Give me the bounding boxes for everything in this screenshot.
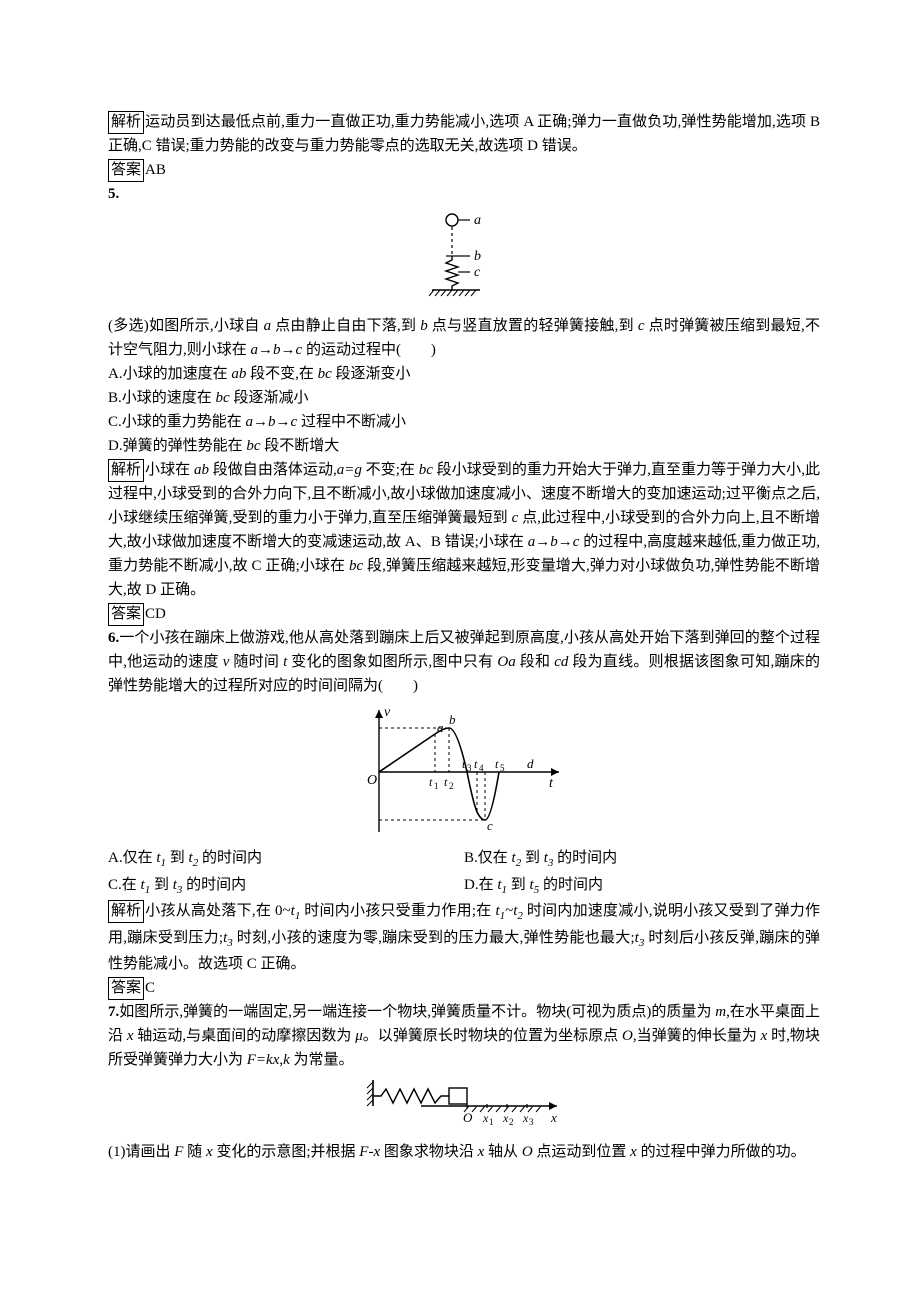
jiexi-label: 解析 [108, 900, 144, 923]
q6-answer: 答案C [108, 976, 820, 1000]
q4-answer: 答案AB [108, 158, 820, 182]
jiexi-label: 解析 [108, 459, 144, 482]
ball-icon [446, 214, 458, 226]
label-c: c [487, 818, 493, 833]
q7-svg: O x 1 x 2 x 3 x [359, 1076, 569, 1136]
label-x1: x [482, 1111, 489, 1125]
x-arrow-icon [549, 1102, 557, 1110]
seg-Oa [379, 734, 435, 772]
label-b: b [449, 712, 456, 727]
q6-choice-b: B.仅在 t2 到 t3 的时间内 [464, 846, 820, 873]
label-t: t [549, 776, 554, 791]
label-x3s: 3 [529, 1117, 534, 1127]
q7-figure: O x 1 x 2 x 3 x [108, 1076, 820, 1136]
lab-t2s: 2 [449, 781, 454, 791]
q5-choice-b: B.小球的速度在 bc 段逐渐减小 [108, 386, 820, 410]
wall-hatch [367, 1082, 373, 1106]
label-x2: x [502, 1111, 509, 1125]
q4-jiexi-text: 运动员到达最低点前,重力一直做正功,重力势能减小,选项 A 正确;弹力一直做负功… [108, 114, 820, 154]
q4-answer-text: AB [145, 162, 166, 178]
q5-answer-text: CD [145, 606, 166, 622]
page: 解析运动员到达最低点前,重力一直做正功,重力势能减小,选项 A 正确;弹力一直做… [0, 0, 920, 1302]
q6-choice-c: C.在 t1 到 t3 的时间内 [108, 873, 464, 900]
q5-svg: a b c [424, 210, 504, 310]
block-icon [449, 1088, 467, 1104]
lab-t3s: 3 [467, 763, 472, 773]
lab-t1s: 1 [434, 781, 439, 791]
q6-stem: 6.一个小孩在蹦床上做游戏,他从高处落到蹦床上后又被弹起到原高度,小孩从高处开始… [108, 626, 820, 698]
ground-hatch [429, 290, 476, 296]
q7-part1: (1)请画出 F 随 x 变化的示意图;并根据 F-x 图象求物块沿 x 轴从 … [108, 1140, 820, 1164]
q5-choice-c: C.小球的重力势能在 a→b→c 过程中不断减小 [108, 410, 820, 434]
label-O: O [463, 1110, 473, 1125]
q7-number: 7. [108, 1004, 119, 1020]
label-x: x [550, 1110, 557, 1125]
label-v: v [384, 705, 391, 720]
q6-choice-a: A.仅在 t1 到 t2 的时间内 [108, 846, 464, 873]
lab-t2: t [444, 775, 448, 789]
q7-stem: 7.如图所示,弹簧的一端固定,另一端连接一个物块,弹簧质量不计。物块(可视为质点… [108, 1000, 820, 1072]
label-c: c [474, 265, 481, 280]
label-O: O [367, 773, 377, 788]
label-a: a [437, 720, 444, 735]
label-a: a [474, 213, 481, 228]
q6-answer-text: C [145, 980, 155, 996]
q5-stem: (多选)如图所示,小球自 a 点由静止自由下落,到 b 点与竖直放置的轻弹簧接触… [108, 314, 820, 362]
seg-down-c [467, 772, 499, 820]
q4-jiexi: 解析运动员到达最低点前,重力一直做正功,重力势能减小,选项 A 正确;弹力一直做… [108, 110, 820, 158]
label-b: b [474, 249, 481, 264]
q6-choice-d: D.在 t1 到 t5 的时间内 [464, 873, 820, 900]
q5-choice-d: D.弹簧的弹性势能在 bc 段不断增大 [108, 434, 820, 458]
jiexi-label: 解析 [108, 111, 144, 134]
lab-t1: t [429, 775, 433, 789]
q5-choice-a: A.小球的加速度在 ab 段不变,在 bc 段逐渐变小 [108, 362, 820, 386]
t-arrow-icon [551, 768, 559, 776]
answer-label: 答案 [108, 603, 144, 626]
lab-t4s: 4 [479, 763, 484, 773]
v-arrow-icon [375, 710, 383, 718]
lab-t5s: 5 [500, 763, 505, 773]
spring-icon [446, 256, 458, 290]
q5-figure: a b c [108, 210, 820, 310]
q5-number: 5. [108, 186, 119, 202]
answer-label: 答案 [108, 977, 144, 1000]
lab-t5: t [495, 757, 499, 771]
q5-num: 5. [108, 182, 820, 206]
label-x1s: 1 [489, 1117, 494, 1127]
q6-number: 6. [108, 630, 119, 646]
q6-figure: v t O a b c d [108, 702, 820, 842]
lab-t4: t [474, 757, 478, 771]
label-x2s: 2 [509, 1117, 514, 1127]
hidden2 [485, 772, 529, 820]
spring-icon [373, 1089, 449, 1103]
q6-jiexi: 解析小孩从高处落下,在 0~t1 时间内小孩只受重力作用;在 t1~t2 时间内… [108, 899, 820, 976]
q5-answer: 答案CD [108, 602, 820, 626]
label-d: d [527, 756, 534, 771]
q5-jiexi: 解析小球在 ab 段做自由落体运动,a=g 不变;在 bc 段小球受到的重力开始… [108, 458, 820, 602]
label-x3: x [522, 1111, 529, 1125]
answer-label: 答案 [108, 159, 144, 182]
q6-choices: A.仅在 t1 到 t2 的时间内 B.仅在 t2 到 t3 的时间内 C.在 … [108, 846, 820, 899]
q6-svg: v t O a b c d [349, 702, 579, 842]
